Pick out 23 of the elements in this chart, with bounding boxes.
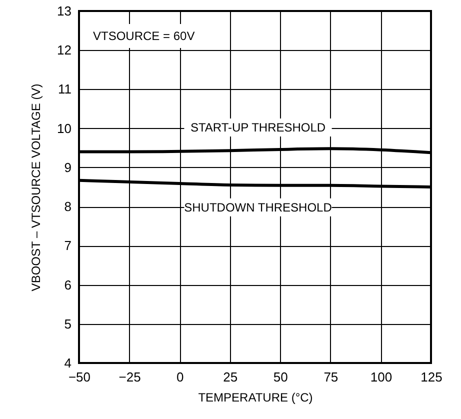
x-tick-label: −25 [118,370,141,384]
y-tick-label: 5 [64,316,72,332]
y-tick-label: 11 [58,82,72,97]
x-axis-title: TEMPERATURE (°C) [198,390,313,404]
y-tick-label: 7 [64,238,72,254]
y-tick-label: 6 [64,277,72,292]
x-tick-label: 50 [273,370,288,384]
y-tick-label: 9 [64,160,72,175]
x-tick-label: 0 [176,370,184,384]
x-tick-label: 25 [223,370,238,384]
annotation: VTSOURCE = 60V [93,29,195,43]
y-tick-label: 12 [57,42,72,58]
y-tick-label: 8 [64,199,72,214]
y-tick-label: 10 [57,120,72,136]
y-axis-title: VBOOST – VTSOURCE VOLTAGE (V) [29,84,44,292]
y-tick-label: 13 [57,4,72,18]
series-label: START-UP THRESHOLD [190,120,326,134]
x-tick-label: −50 [68,370,91,384]
series-label: SHUTDOWN THRESHOLD [184,200,332,214]
x-tick-label: 75 [324,370,338,384]
x-tick-label: 100 [370,370,392,384]
y-tick-label: 4 [64,356,72,370]
x-tick-label: 125 [420,370,442,384]
